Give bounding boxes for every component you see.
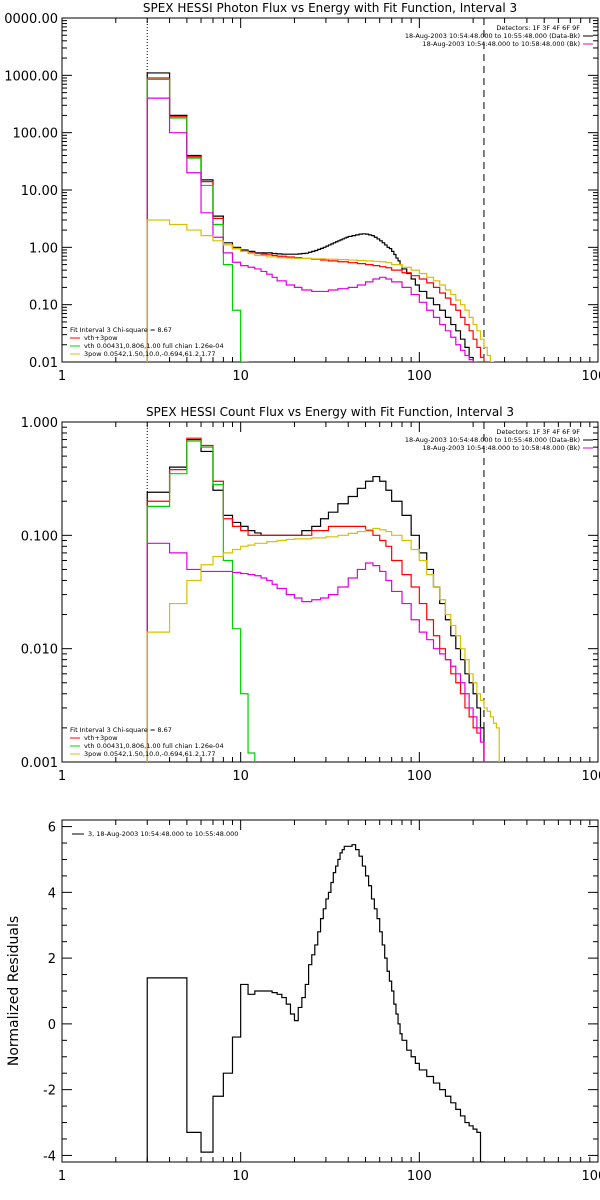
y-tick-label: -4 [43,1149,56,1164]
series-yellow-line [146,219,495,362]
legend-entry: 3pow 0.0542,1.50,10.0,-0.694,61.2,1.77 [84,750,216,758]
x-tick-label: 10 [232,369,249,384]
panel-2: SPEX HESSI Count Flux vs Energy with Fit… [21,405,600,784]
y-tick-label: -2 [43,1084,56,1099]
series-green-line [146,78,249,362]
axis-frame [61,819,599,1163]
axis-frame [61,421,599,763]
y-tick-label: 1.00 [29,241,58,256]
info-line: 18-Aug-2003 10:54:48.000 to 10:58:48.000… [423,444,580,452]
x-tick-label: 1000 [581,369,600,384]
legend-entry: vth+3pow [84,334,118,342]
x-tick-label: 1 [58,369,66,384]
y-tick-label: 0000.00 [4,12,58,27]
series-green-line [146,440,256,762]
x-tick-label: 1 [58,769,66,784]
y-tick-label: 1.000 [21,416,58,431]
info-line: Detectors: 1F 3F 4F 6F 9F [496,428,580,436]
chart-title: SPEX HESSI Photon Flux vs Energy with Fi… [143,1,517,15]
series-magenta-line [146,542,485,762]
y-tick-label: 0 [48,1018,56,1033]
y-tick-label: 0.001 [21,756,58,771]
y-tick-label: 6 [48,821,56,836]
info-line: 18-Aug-2003 10:54:48.000 to 10:58:48.000… [423,40,580,48]
y-tick-label: 0.010 [21,643,58,658]
info-line: 18-Aug-2003 10:54:48.000 to 10:55:48.000… [405,32,580,40]
panel-1: SPEX HESSI Photon Flux vs Energy with Fi… [4,1,600,384]
series-magenta-line [146,97,478,362]
info-line: 18-Aug-2003 10:54:48.000 to 10:55:48.000… [405,436,580,444]
panel-3: 1 10 100 1000 -4 -2 0 2 4 6 Normalized Residuals 3,… [6,819,600,1184]
x-tick-label: 10 [232,769,249,784]
x-tick-label: 100 [407,1169,432,1184]
legend-title: Fit Interval 3 Chi-square = 8.67 [70,726,172,734]
series-black-line [146,438,485,762]
x-tick-label: 1000 [581,1169,600,1184]
info-line: Detectors: 1F 3F 4F 6F 9F [496,24,580,32]
series-group [146,844,485,1162]
x-tick-label: 100 [407,769,432,784]
series-yellow-line [146,527,500,762]
series-group [146,72,495,362]
x-tick-label: 1000 [581,769,600,784]
legend-entry: vth 0.00431,0.806,1.00 full chian 1.26e-… [84,342,224,350]
legend-entry: 3pow 0.0542,1.50,10.0,-0.694,61.2,1.77 [84,350,216,358]
y-axis-label: Normalized Residuals [6,916,22,1066]
y-tick-label: 0.100 [21,529,58,544]
series-black-line [146,844,485,1162]
series-red-line [146,437,485,762]
y-tick-label: 0.10 [29,299,58,314]
y-tick-label: 10.00 [21,184,58,199]
series-black-line [146,72,474,362]
x-tick-label: 1 [58,1169,66,1184]
y-tick-label: 100.00 [13,127,59,142]
legend-entry: vth+3pow [84,734,118,742]
chart-title: SPEX HESSI Count Flux vs Energy with Fit… [146,405,514,419]
legend-entry: vth 0.00431,0.806,1.00 full chian 1.26e-… [84,742,224,750]
y-tick-label: 2 [48,952,56,967]
series-group [146,437,500,762]
legend-title: Fit Interval 3 Chi-square = 8.67 [70,326,172,334]
axis-frame [61,17,599,363]
y-tick-label: 0.01 [29,356,58,371]
y-tick-label: 1000.00 [4,69,58,84]
legend-entry: 3, 18-Aug-2003 10:54:48.000 to 10:55:48.… [88,830,238,838]
x-tick-label: 10 [232,1169,249,1184]
x-tick-label: 100 [407,369,432,384]
y-tick-label: 4 [48,886,56,901]
